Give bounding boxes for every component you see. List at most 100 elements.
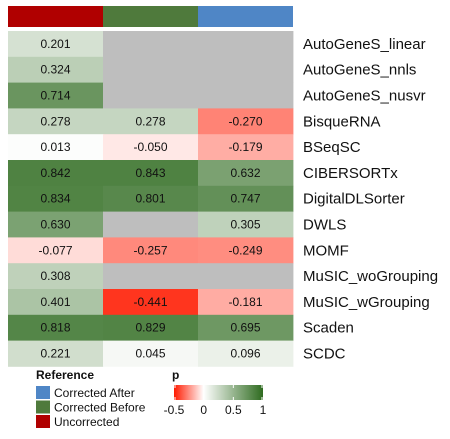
annotation-cell-corrected-after [198, 6, 293, 27]
heatmap-cell [103, 263, 199, 290]
heatmap-cell [103, 211, 199, 238]
cell-value-label: 0.308 [40, 269, 70, 283]
cell-value-label: -0.179 [228, 140, 262, 154]
heatmap-cell [198, 211, 294, 238]
row-label: AutoGeneS_linear [303, 36, 426, 53]
cell-value-label: 0.818 [40, 321, 70, 335]
cell-value-label: 0.714 [40, 89, 70, 103]
cell-value-label: -0.257 [133, 243, 167, 257]
row-label: Scaden [303, 320, 354, 337]
heatmap-cell [8, 211, 104, 238]
annotation-cell-corrected-before [103, 6, 198, 27]
cell-value-label: 0.201 [40, 37, 70, 51]
heatmap-cell [198, 56, 294, 83]
color-scale-ticks: -0.5 0 0.5 1 [164, 385, 267, 417]
heatmap-cell [103, 340, 199, 367]
heatmap-cell [8, 108, 104, 135]
cell-value-label: -0.050 [133, 140, 167, 154]
heatmap-cell [8, 185, 104, 212]
row-label: AutoGeneS_nusvr [303, 88, 426, 105]
heatmap-cell [103, 31, 199, 58]
heatmap-cell [103, 56, 199, 83]
heatmap-cells: 0.201 0.324 0.714 0.278 0.278 -0.270 0.013 -0.0… [8, 31, 294, 367]
row-label: DigitalDLSorter [303, 191, 405, 208]
annotation-legend-title: Reference [36, 368, 94, 382]
cell-value-label: 0.045 [135, 347, 165, 361]
cell-value-label: 0.747 [230, 192, 260, 206]
row-label: SCDC [303, 346, 346, 363]
heatmap-cell [103, 314, 199, 341]
cell-value-label: 0.829 [135, 321, 165, 335]
scale-tick-label: 0.5 [225, 403, 242, 417]
row-label: MOMF [303, 242, 349, 259]
heatmap-cell [198, 237, 294, 264]
reference-annotation-bar [8, 6, 293, 27]
cell-value-label: 0.801 [135, 192, 165, 206]
cell-value-label: 0.630 [40, 218, 70, 232]
heatmap-cell [8, 134, 104, 161]
heatmap-cell [198, 340, 294, 367]
heatmap-cell [198, 289, 294, 316]
heatmap-cell [198, 108, 294, 135]
heatmap-cell [8, 56, 104, 83]
heatmap-cell [8, 314, 104, 341]
cell-value-label: 0.401 [40, 295, 70, 309]
cell-value-label: 0.305 [230, 218, 260, 232]
heatmap-cell [103, 108, 199, 135]
heatmap-cell [103, 185, 199, 212]
color-scale-bar [174, 385, 263, 400]
legend-swatch [36, 415, 50, 428]
heatmap-cell [198, 160, 294, 187]
heatmap-cell [8, 82, 104, 109]
heatmap-cell [103, 82, 199, 109]
cell-value-label: 0.324 [40, 63, 70, 77]
scale-tick-label: -0.5 [164, 403, 185, 417]
scale-tick-label: 1 [260, 403, 267, 417]
legend-entry-label: Corrected Before [54, 401, 146, 415]
cell-value-label: -0.270 [228, 114, 262, 128]
cell-value-label: 0.842 [40, 166, 70, 180]
heatmap-cell [103, 289, 199, 316]
legend-swatch [36, 400, 50, 414]
row-label: AutoGeneS_nnls [303, 62, 416, 79]
cell-value-label: 0.278 [135, 114, 165, 128]
row-label: BisqueRNA [303, 113, 381, 130]
scale-legend-title: p [172, 368, 179, 382]
annotation-cell-uncorrected [8, 6, 103, 27]
heatmap-cell [103, 237, 199, 264]
row-label: DWLS [303, 217, 346, 234]
row-labels: AutoGeneS_linear AutoGeneS_nnls AutoGeneS_… [303, 36, 438, 363]
heatmap-cell [8, 160, 104, 187]
heatmap-cell [103, 134, 199, 161]
heatmap-cell [8, 31, 104, 58]
cell-value-label: 0.096 [230, 347, 260, 361]
heatmap-cell [8, 263, 104, 290]
row-label: MuSIC_woGrouping [303, 268, 438, 285]
legend-entry-label: Uncorrected [54, 415, 119, 429]
legend-entry-label: Corrected After [54, 386, 135, 400]
heatmap-cell [198, 134, 294, 161]
cell-value-label: -0.181 [228, 295, 262, 309]
heatmap-cell [8, 237, 104, 264]
heatmap-cell [198, 314, 294, 341]
row-label: BSeqSC [303, 139, 361, 156]
cell-value-label: -0.441 [133, 295, 167, 309]
row-label: CIBERSORTx [303, 165, 398, 182]
cell-value-label: 0.632 [230, 166, 260, 180]
heatmap-cell [198, 263, 294, 290]
cell-value-label: 0.834 [40, 192, 70, 206]
cell-value-label: -0.249 [228, 243, 262, 257]
cell-value-label: 0.221 [40, 347, 70, 361]
cell-value-label: 0.843 [135, 166, 165, 180]
scale-tick-label: 0 [200, 403, 207, 417]
row-label: MuSIC_wGrouping [303, 294, 430, 311]
heatmap-cell [198, 82, 294, 109]
cell-value-label: 0.013 [40, 140, 70, 154]
cell-value-label: 0.278 [40, 114, 70, 128]
heatmap-cell [103, 160, 199, 187]
heatmap-cell [198, 31, 294, 58]
cell-value-label: 0.695 [230, 321, 260, 335]
